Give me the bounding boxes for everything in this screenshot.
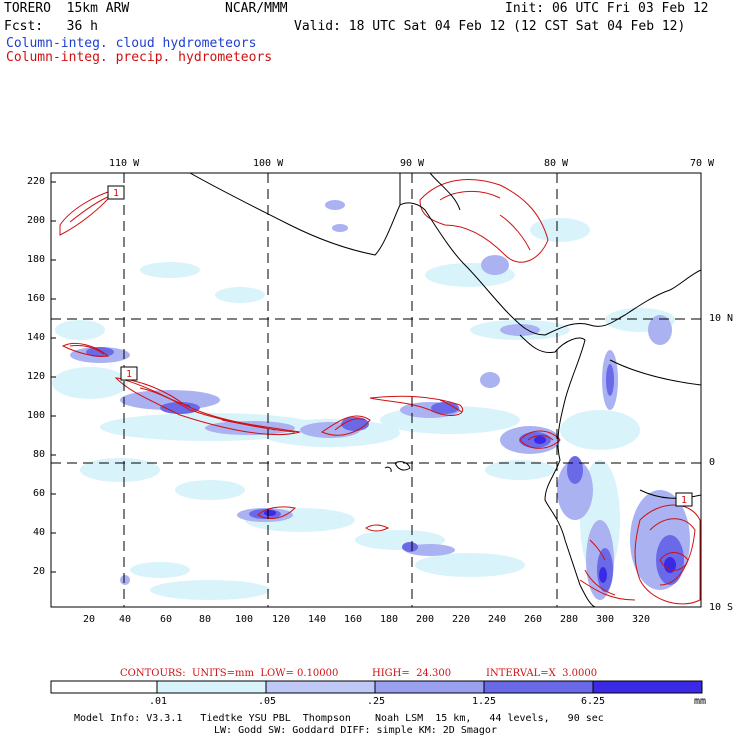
lat-label-0: 0 xyxy=(709,457,716,468)
x-tick: 240 xyxy=(488,614,507,625)
contour-label-3: 1 xyxy=(681,495,688,506)
precip-contours xyxy=(59,179,701,605)
colorbar-bin xyxy=(374,680,485,694)
lat-label-10s: 10 S xyxy=(709,602,734,613)
x-tick: 180 xyxy=(380,614,399,625)
colorbar-label: .01 xyxy=(149,696,168,707)
y-tick: 40 xyxy=(33,527,46,538)
colorbar-bin xyxy=(50,680,158,694)
model-info: Model Info: V3.3.1 Tiedtke YSU PBL Thomp… xyxy=(74,713,604,724)
colorbar-bin xyxy=(592,680,703,694)
y-tick: 120 xyxy=(27,371,46,382)
contours-high: HIGH= 24.300 xyxy=(372,668,452,679)
y-tick: 80 xyxy=(33,449,46,460)
colorbar-bin xyxy=(483,680,594,694)
physics-info: LW: Godd SW: Goddard DIFF: simple KM: 2D… xyxy=(214,725,497,736)
contour-label-boxes xyxy=(107,185,693,507)
lat-lon-grid xyxy=(51,173,701,607)
lon-label-70w: 70 W xyxy=(690,158,715,169)
organization: NCAR/MMM xyxy=(225,1,288,16)
x-tick: 160 xyxy=(344,614,363,625)
x-tick: 80 xyxy=(199,614,212,625)
x-tick: 280 xyxy=(560,614,579,625)
y-tick: 20 xyxy=(33,566,46,577)
colorbar-unit: mm xyxy=(694,696,707,707)
contour-label-2: 1 xyxy=(126,369,133,380)
y-tick: 180 xyxy=(27,254,46,265)
x-tick: 60 xyxy=(160,614,173,625)
colorbar-label: .25 xyxy=(367,696,386,707)
lon-label-80w: 80 W xyxy=(544,158,569,169)
x-tick: 140 xyxy=(308,614,327,625)
model-name: TORERO 15km ARW xyxy=(4,1,130,16)
x-tick: 40 xyxy=(119,614,132,625)
colorbar-label: 6.25 xyxy=(581,696,606,707)
colorbar-bin xyxy=(156,680,267,694)
x-tick: 20 xyxy=(83,614,96,625)
init-time: Init: 06 UTC Fri 03 Feb 12 xyxy=(505,1,709,16)
y-tick: 220 xyxy=(27,176,46,187)
x-tick: 100 xyxy=(235,614,254,625)
lat-label-10n: 10 N xyxy=(709,313,734,324)
map-frame xyxy=(50,172,702,608)
y-tick: 140 xyxy=(27,332,46,343)
colorbar-label: 1.25 xyxy=(472,696,497,707)
y-tick: 160 xyxy=(27,293,46,304)
x-tick: 300 xyxy=(596,614,615,625)
forecast-hour: Fcst: 36 h xyxy=(4,19,98,34)
field-cloud-title: Column-integ. cloud hydrometeors xyxy=(6,36,257,51)
lon-label-110w: 110 W xyxy=(109,158,140,169)
y-tick: 60 xyxy=(33,488,46,499)
valid-time: Valid: 18 UTC Sat 04 Feb 12 (12 CST Sat … xyxy=(294,19,686,34)
contour-label-1: 1 xyxy=(113,188,120,199)
lon-label-90w: 90 W xyxy=(400,158,425,169)
y-tick: 100 xyxy=(27,410,46,421)
x-tick: 260 xyxy=(524,614,543,625)
shaded-field xyxy=(52,200,690,600)
x-tick: 200 xyxy=(416,614,435,625)
colorbar-bin xyxy=(265,680,376,694)
field-precip-title: Column-integ. precip. hydrometeors xyxy=(6,50,273,65)
x-tick: 320 xyxy=(632,614,651,625)
x-tick: 120 xyxy=(272,614,291,625)
contours-units: CONTOURS: UNITS=mm LOW= 0.10000 xyxy=(120,668,339,679)
x-tick: 220 xyxy=(452,614,471,625)
contours-interval: INTERVAL=X 3.0000 xyxy=(486,668,598,679)
colorbar-label: .05 xyxy=(258,696,277,707)
lon-label-100w: 100 W xyxy=(253,158,284,169)
coastlines xyxy=(189,173,701,607)
axis-ticks xyxy=(51,181,56,573)
y-tick: 200 xyxy=(27,215,46,226)
